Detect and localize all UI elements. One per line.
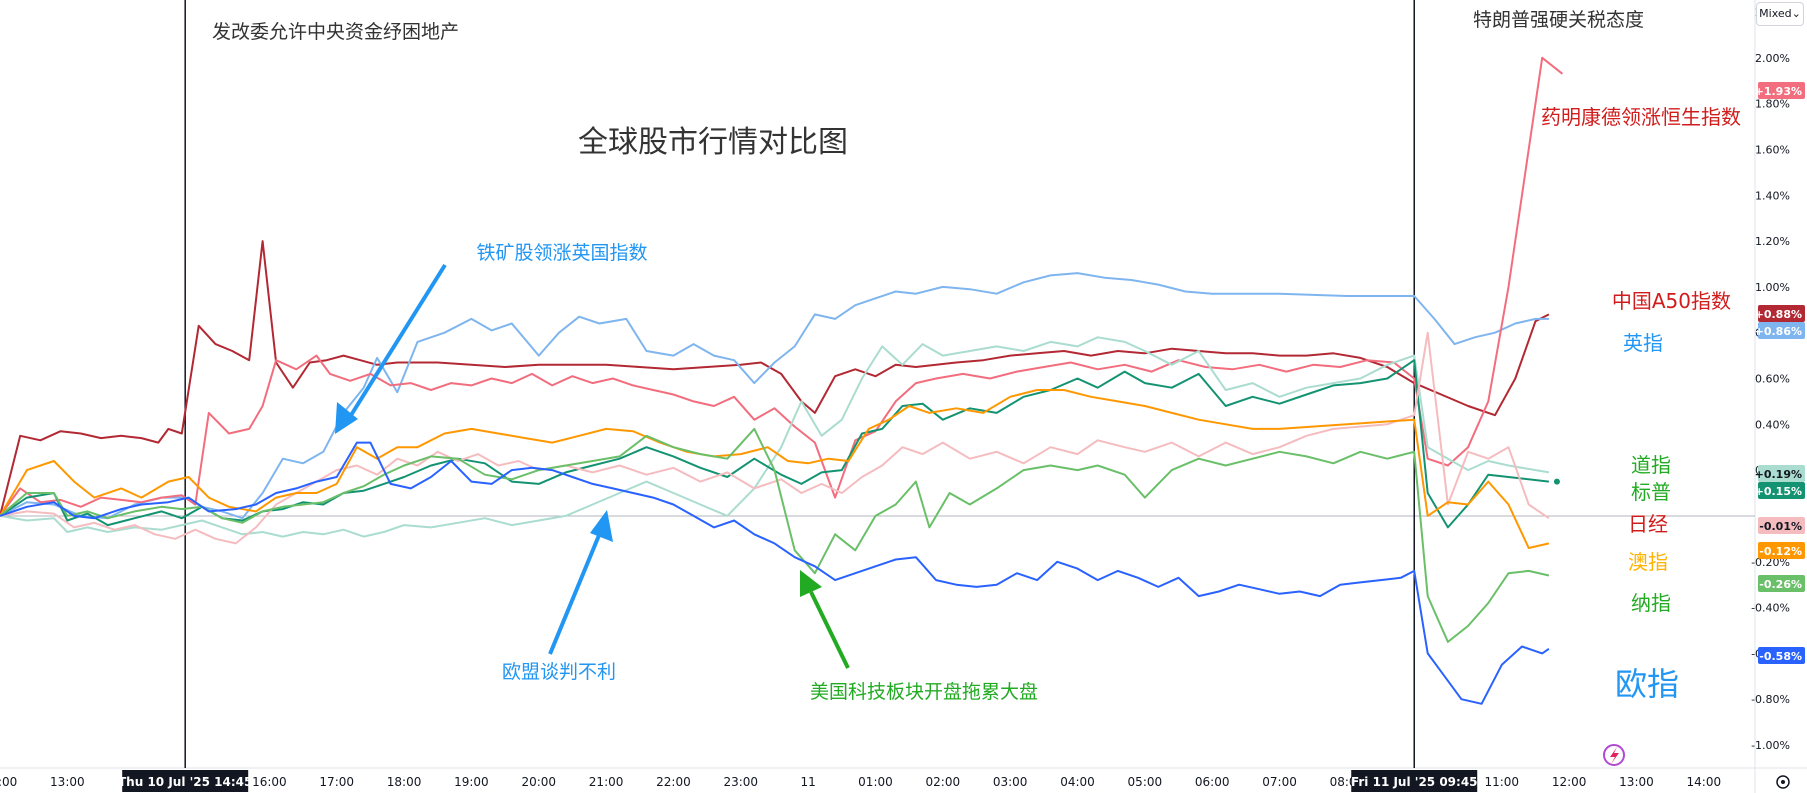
x-tick-label: 01:00 bbox=[858, 775, 893, 789]
series-label-asx: 澳指 bbox=[1628, 550, 1668, 574]
us-tech-arrow bbox=[809, 591, 850, 669]
value-badge bbox=[1758, 465, 1805, 482]
series-label-sp500: 标普 bbox=[1631, 480, 1671, 504]
y-tick-label: -0.80% bbox=[1751, 693, 1790, 706]
eu-talks-arrowhead bbox=[590, 510, 613, 542]
value-badge-text: -0.01% bbox=[1759, 520, 1802, 533]
lightning-bolt-shape bbox=[1610, 747, 1619, 764]
y-tick-label: -0.40% bbox=[1751, 602, 1790, 615]
brand-logo[interactable] bbox=[1603, 744, 1625, 766]
value-badge-text: +0.88% bbox=[1755, 308, 1802, 321]
iron-ore-arrowhead bbox=[335, 402, 358, 434]
series-line-2 bbox=[0, 56, 1564, 517]
y-tick-label: 1.60% bbox=[1755, 143, 1790, 156]
series-line-7 bbox=[0, 427, 1550, 643]
annotation-iron-ore: 铁矿股领涨英国指数 bbox=[476, 242, 647, 264]
x-tick-label: 16:00 bbox=[252, 775, 287, 789]
y-tick-label: 1.40% bbox=[1755, 189, 1790, 202]
y-tick-label: 1.20% bbox=[1755, 235, 1790, 248]
x-tick-label: 13:00 bbox=[1619, 775, 1654, 789]
x-tick-label: 20:00 bbox=[521, 775, 556, 789]
y-tick-label: 0.60% bbox=[1755, 373, 1790, 386]
x-tick-label: 03:00 bbox=[993, 775, 1028, 789]
value-badge bbox=[1758, 647, 1805, 664]
value-badge bbox=[1758, 575, 1805, 592]
annotation-property-relief: 发改委允许中央资金纾困地产 bbox=[212, 21, 459, 43]
series-line-0 bbox=[0, 240, 1550, 517]
series-line-5 bbox=[0, 331, 1550, 545]
x-tick-label: 07:00 bbox=[1262, 775, 1297, 789]
y-tick-label: 1.80% bbox=[1755, 98, 1790, 111]
value-badge bbox=[1758, 542, 1805, 559]
x-tick-label: 18:00 bbox=[387, 775, 422, 789]
x-tick-label: 13:00 bbox=[50, 775, 85, 789]
value-badge-text: -0.12% bbox=[1759, 545, 1802, 558]
label-layer: 全球股市行情对比图 发改委允许中央资金纾困地产 特朗普强硬关税态度 铁矿股领涨英… bbox=[212, 9, 1741, 703]
series-label-dow: 道指 bbox=[1631, 453, 1671, 477]
value-badge-text: -0.58% bbox=[1759, 650, 1802, 663]
iron-ore-arrow bbox=[346, 263, 447, 422]
series-label-a50: 中国A50指数 bbox=[1612, 289, 1731, 313]
series-endpoint-4 bbox=[1553, 478, 1560, 485]
annotation-trump-tariff: 特朗普强硬关税态度 bbox=[1473, 9, 1644, 31]
gear-icon[interactable] bbox=[1776, 775, 1790, 789]
x-tick-label: 12:00 bbox=[1552, 775, 1587, 789]
settings-button[interactable] bbox=[1776, 775, 1790, 789]
value-badge-text: +0.86% bbox=[1755, 325, 1802, 338]
chart-title: 全球股市行情对比图 bbox=[578, 125, 848, 160]
gear-icon-hub bbox=[1781, 780, 1785, 784]
scale-mode-label: Mixed bbox=[1759, 7, 1792, 20]
x-tick-label: 22:00 bbox=[656, 775, 691, 789]
x-tick-label: 17:00 bbox=[319, 775, 354, 789]
chevron-down-icon: ⌄ bbox=[1791, 7, 1801, 20]
y-tick-label: 1.00% bbox=[1755, 281, 1790, 294]
x-tick-label: 23:00 bbox=[723, 775, 758, 789]
annotation-us-tech: 美国科技板块开盘拖累大盘 bbox=[810, 681, 1038, 703]
date-badge-text: Fri 11 Jul '25 09:45 bbox=[1351, 775, 1478, 789]
value-badge-text: -0.26% bbox=[1759, 578, 1802, 591]
annotation-eu-talks: 欧盟谈判不利 bbox=[502, 661, 616, 683]
value-badge bbox=[1758, 82, 1805, 99]
value-badge bbox=[1758, 517, 1805, 534]
x-tick-label: 19:00 bbox=[454, 775, 489, 789]
x-tick-label: 11 bbox=[800, 775, 815, 789]
value-badge bbox=[1758, 322, 1805, 339]
value-badge-text: +0.19% bbox=[1755, 468, 1802, 481]
value-badge bbox=[1758, 305, 1805, 322]
eu-talks-arrow bbox=[548, 527, 604, 655]
date-badge bbox=[122, 770, 249, 792]
series-line-4 bbox=[0, 359, 1550, 529]
x-tick-label: 12:00 bbox=[0, 775, 17, 789]
x-tick-label: 02:00 bbox=[926, 775, 961, 789]
series-label-nasdaq: 纳指 bbox=[1631, 591, 1671, 615]
us-tech-arrowhead bbox=[800, 570, 822, 597]
series-label-hsi: 药明康德领涨恒生指数 bbox=[1541, 105, 1741, 129]
x-tick-label: 06:00 bbox=[1195, 775, 1230, 789]
series-label-nikkei: 日经 bbox=[1628, 512, 1668, 536]
date-badge bbox=[1351, 770, 1478, 792]
arrow-layer bbox=[335, 263, 850, 669]
value-badge bbox=[1758, 482, 1805, 499]
scale-mode-dropdown[interactable]: Mixed⌄ bbox=[1756, 2, 1804, 26]
x-tick-label: 11:00 bbox=[1484, 775, 1519, 789]
y-tick-label: 2.00% bbox=[1755, 52, 1790, 65]
x-tick-label: 21:00 bbox=[589, 775, 624, 789]
series-label-ftse: 英指 bbox=[1623, 331, 1663, 355]
x-tick-label: 04:00 bbox=[1060, 775, 1095, 789]
y-tick-label: 0.40% bbox=[1755, 418, 1790, 431]
series-line-6 bbox=[0, 389, 1550, 549]
series-line-8 bbox=[0, 441, 1550, 705]
y-tick-label: -1.00% bbox=[1751, 739, 1790, 752]
date-badge-text: Thu 10 Jul '25 14:45 bbox=[118, 775, 252, 789]
value-badge-text: +0.15% bbox=[1755, 485, 1802, 498]
axis-layer: 2.20%2.00%1.80%1.60%1.40%1.20%1.00%0.80%… bbox=[0, 6, 1805, 792]
series-layer bbox=[0, 56, 1564, 705]
x-tick-label: 14:00 bbox=[1687, 775, 1722, 789]
lightning-logo-icon[interactable] bbox=[1603, 744, 1625, 766]
x-tick-label: 05:00 bbox=[1128, 775, 1163, 789]
series-label-stoxx: 欧指 bbox=[1615, 665, 1679, 703]
value-badge-text: +1.93% bbox=[1755, 85, 1802, 98]
